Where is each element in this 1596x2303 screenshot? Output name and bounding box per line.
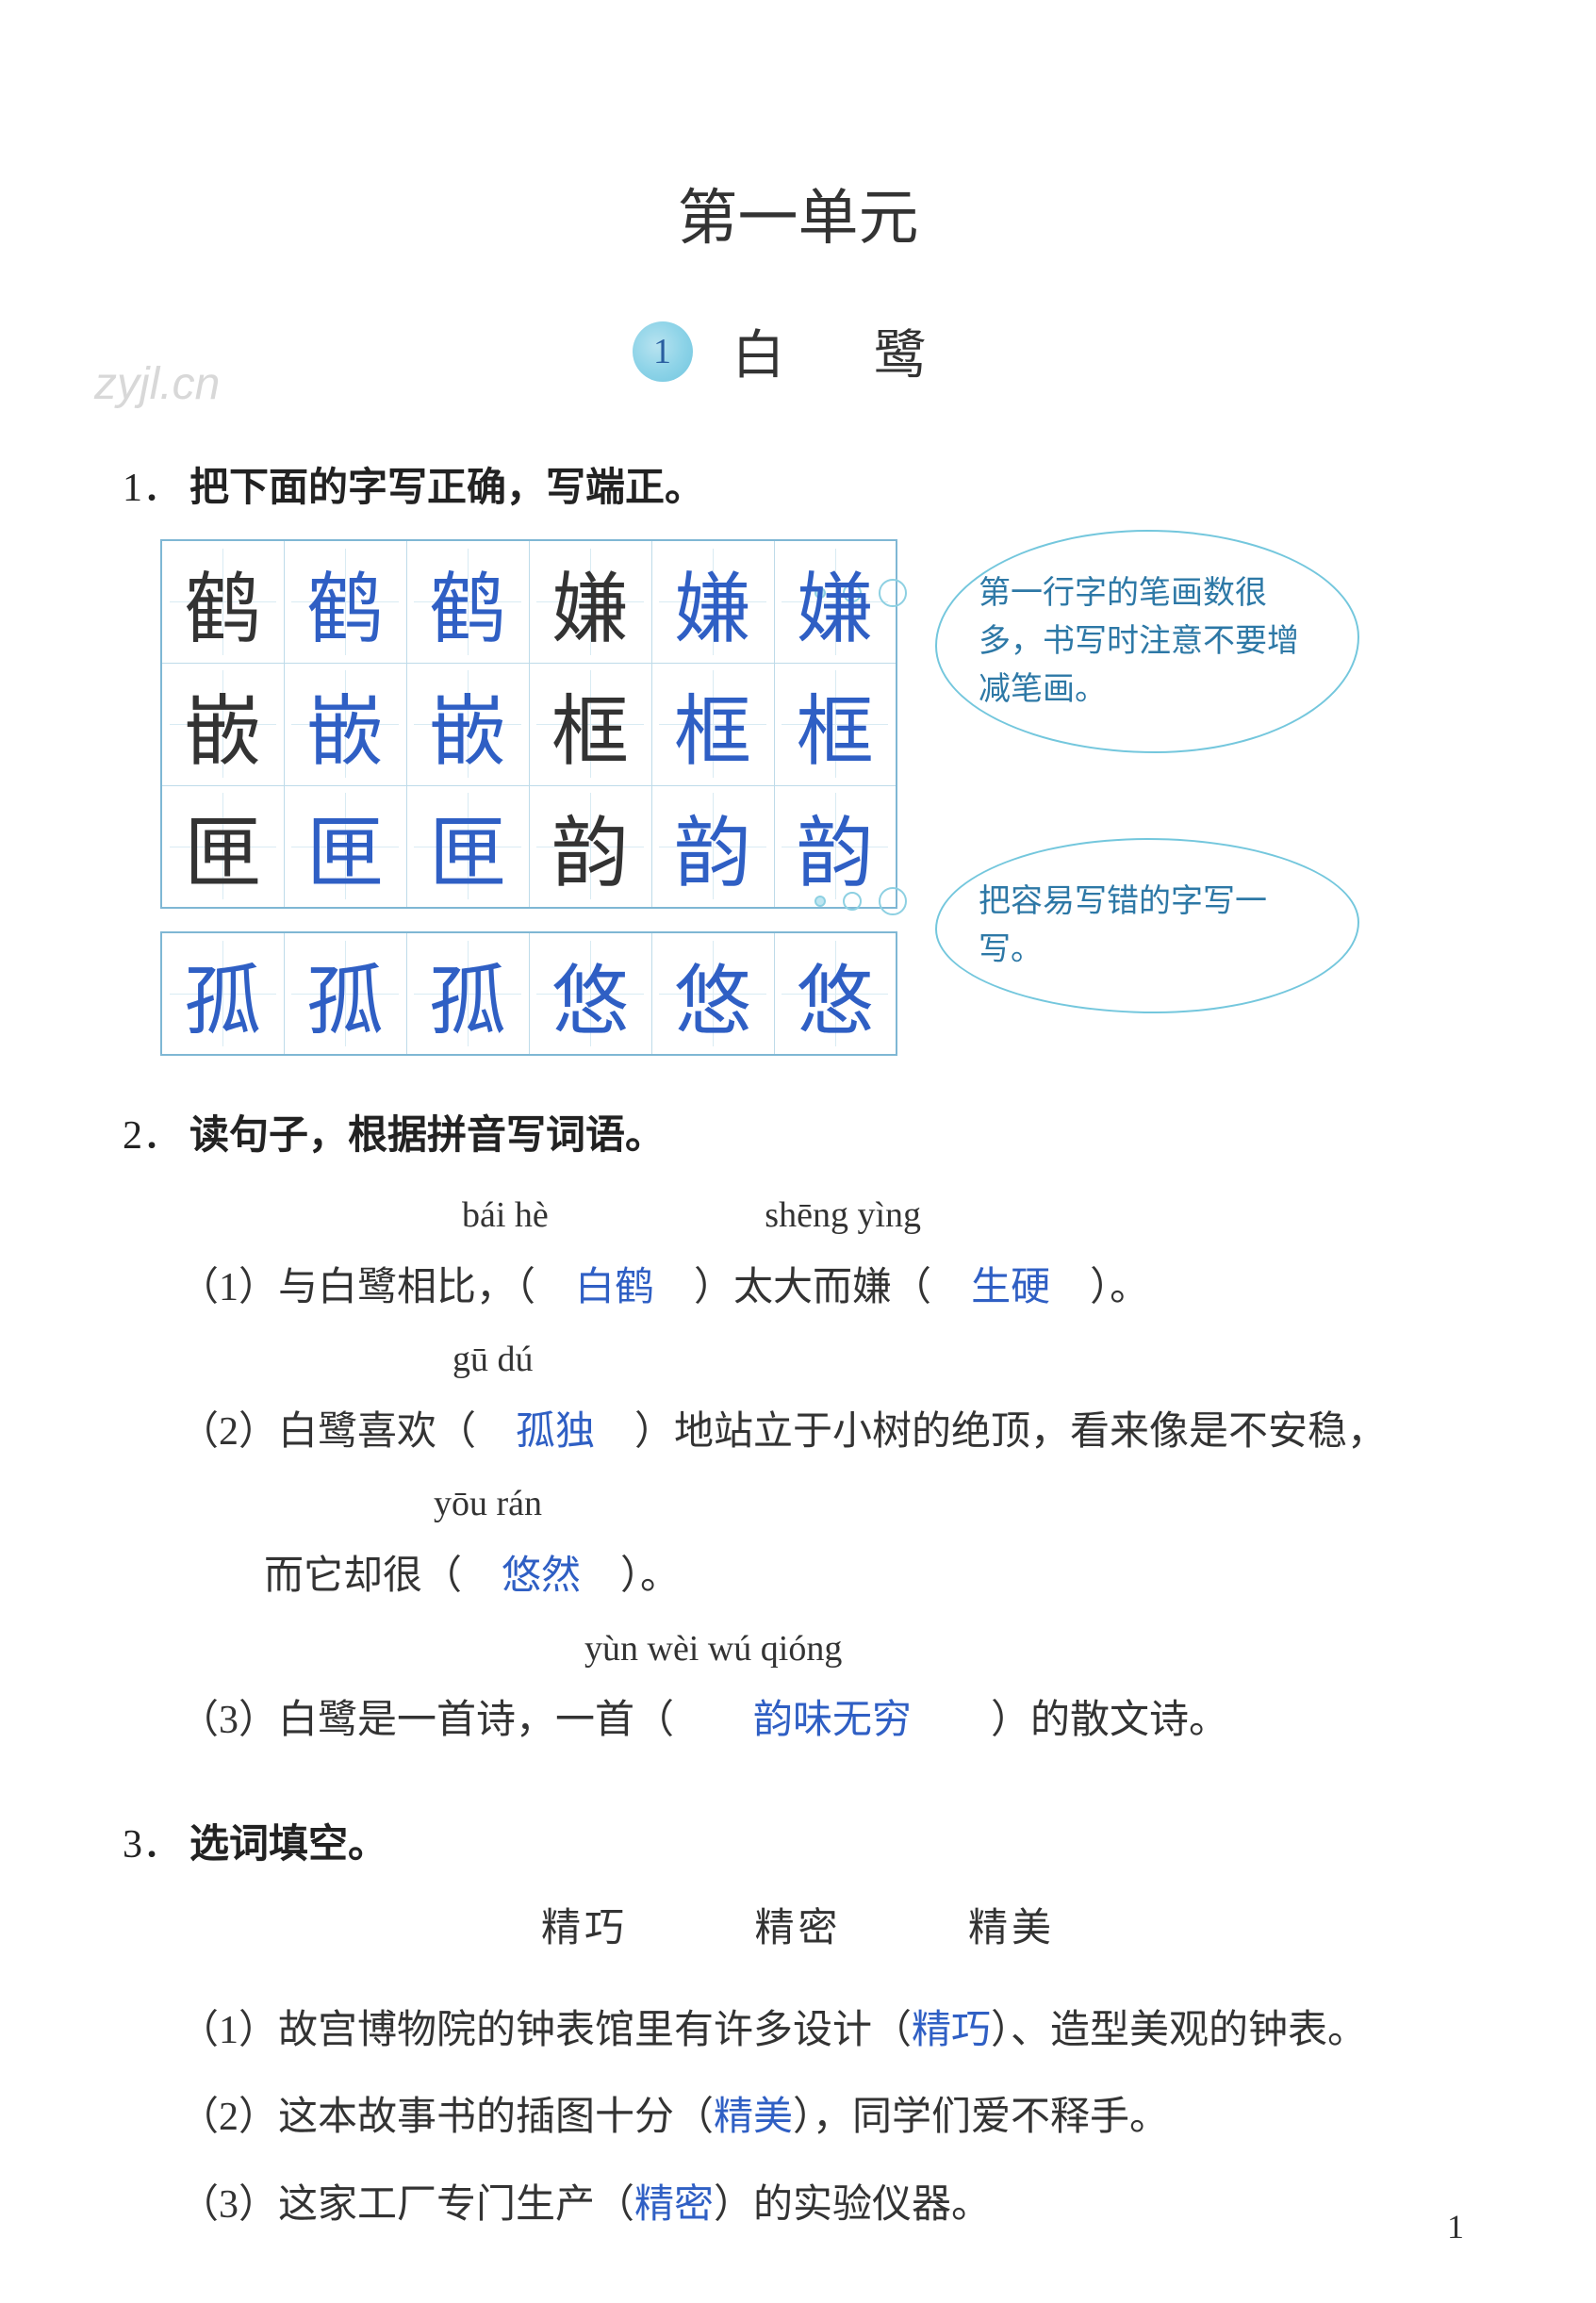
- q3-heading: 3．选词填空。: [123, 1812, 1473, 1869]
- char-cell: 孤: [284, 932, 406, 1055]
- char-cell: 鹤: [161, 540, 284, 663]
- q2-1-pinyin: bái hè shēng yìng: [179, 1187, 1473, 1244]
- q2-1-answer-1: 白鹤: [535, 1266, 694, 1309]
- char-cell: 嫌: [651, 540, 774, 663]
- char-cell: 框: [651, 663, 774, 785]
- char-cell: 嵌: [284, 663, 406, 785]
- q2-3-pinyin: yùn wèi wú qióng: [179, 1620, 1473, 1678]
- char-cell: 孤: [406, 932, 529, 1055]
- q2-1-answer-2: 生硬: [931, 1266, 1090, 1309]
- q3-heading-text: 选词填空。: [189, 1823, 387, 1867]
- hint-bubble-2-text: 把容易写错的字写一写。: [979, 884, 1267, 967]
- question-3: 3．选词填空。 精巧 精密 精美 （1）故宫博物院的钟表馆里有许多设计（精巧）、…: [123, 1812, 1473, 2248]
- q2-number: 2．: [123, 1114, 182, 1158]
- q2-heading-text: 读句子，根据拼音写词语。: [189, 1114, 665, 1158]
- question-1: 1．把下面的字写正确，写端正。 鹤鹤鹤嫌嫌嫌嵌嵌嵌框框框匣匣匣韵韵韵 孤孤孤悠悠…: [123, 455, 1473, 1056]
- char-cell: 匣: [406, 785, 529, 908]
- hint-bubble-2: 把容易写错的字写一写。: [935, 838, 1359, 1013]
- q2-2-answer-2: 悠然: [462, 1555, 620, 1598]
- q2-3-line: （3）白鹭是一首诗，一首（ 韵味无穷 ）的散文诗。: [179, 1677, 1473, 1764]
- char-cell: 匣: [284, 785, 406, 908]
- q1-grid-2: 孤孤孤悠悠悠: [160, 931, 897, 1056]
- char-cell: 孤: [161, 932, 284, 1055]
- char-cell: 匣: [161, 785, 284, 908]
- char-cell: 嵌: [406, 663, 529, 785]
- char-cell: 鹤: [406, 540, 529, 663]
- hint-bubbles: 第一行字的笔画数很多，书写时注意不要增减笔画。 把容易写错的字写一写。: [935, 539, 1359, 1013]
- q3-option-2: 精密: [754, 1907, 841, 1950]
- char-cell: 韵: [651, 785, 774, 908]
- watermark: zyjl.cn: [94, 358, 220, 410]
- q3-option-1: 精巧: [541, 1907, 628, 1950]
- q3-2-answer: 精美: [714, 2096, 793, 2139]
- q1-writing-grids: 鹤鹤鹤嫌嫌嫌嵌嵌嵌框框框匣匣匣韵韵韵 孤孤孤悠悠悠: [160, 539, 897, 1056]
- q2-1-line: （1）与白鹭相比，（ 白鹤 ）太大而嫌（ 生硬 ）。: [179, 1244, 1473, 1331]
- lesson-title: 1 白 鹭: [123, 313, 1473, 389]
- q3-option-3: 精美: [968, 1907, 1055, 1950]
- hint-bubble-1-text: 第一行字的笔画数很多，书写时注意不要增减笔画。: [979, 576, 1299, 707]
- char-cell: 悠: [529, 932, 651, 1055]
- char-cell: 框: [529, 663, 651, 785]
- lesson-name: 白 鹭: [732, 327, 964, 386]
- q2-2-pinyin-a: gū dú: [179, 1331, 1473, 1389]
- q3-3-line: （3）这家工厂专门生产（精密）的实验仪器。: [179, 2162, 1473, 2248]
- q2-3-answer: 韵味无穷: [674, 1699, 991, 1742]
- q3-3-answer: 精密: [634, 2183, 714, 2227]
- q1-heading: 1．把下面的字写正确，写端正。: [123, 455, 1473, 513]
- q3-number: 3．: [123, 1823, 182, 1867]
- q3-1-answer: 精巧: [912, 2009, 991, 2052]
- char-cell: 悠: [651, 932, 774, 1055]
- q1-heading-text: 把下面的字写正确，写端正。: [189, 467, 704, 510]
- char-cell: 嫌: [529, 540, 651, 663]
- q2-2-answer-1: 孤独: [476, 1410, 634, 1454]
- char-cell: 悠: [774, 932, 897, 1055]
- char-cell: 嵌: [161, 663, 284, 785]
- page-number: 1: [1447, 2207, 1464, 2246]
- lesson-number-badge: 1: [633, 321, 693, 382]
- char-cell: 鹤: [284, 540, 406, 663]
- q1-number: 1．: [123, 467, 182, 510]
- char-cell: 韵: [529, 785, 651, 908]
- q2-2-line-a: （2）白鹭喜欢（ 孤独 ）地站立于小树的绝顶，看来像是不安稳，: [179, 1389, 1473, 1475]
- char-cell: 框: [774, 663, 897, 785]
- question-2: 2．读句子，根据拼音写词语。 bái hè shēng yìng （1）与白鹭相…: [123, 1103, 1473, 1765]
- q2-2-line-b: 而它却很（ 悠然 ）。: [264, 1533, 1473, 1620]
- q2-2-pinyin-b: yōu rán: [179, 1475, 1473, 1533]
- q2-heading: 2．读句子，根据拼音写词语。: [123, 1103, 1473, 1160]
- hint-bubble-1: 第一行字的笔画数很多，书写时注意不要增减笔画。: [935, 530, 1359, 753]
- q3-word-bank: 精巧 精密 精美: [123, 1896, 1473, 1953]
- q1-grid-1: 鹤鹤鹤嫌嫌嫌嵌嵌嵌框框框匣匣匣韵韵韵: [160, 539, 897, 909]
- q3-1-line: （1）故宫博物院的钟表馆里有许多设计（精巧）、造型美观的钟表。: [179, 1987, 1473, 2074]
- q3-2-line: （2）这本故事书的插图十分（精美），同学们爱不释手。: [179, 2074, 1473, 2161]
- unit-title: 第一单元: [123, 170, 1473, 256]
